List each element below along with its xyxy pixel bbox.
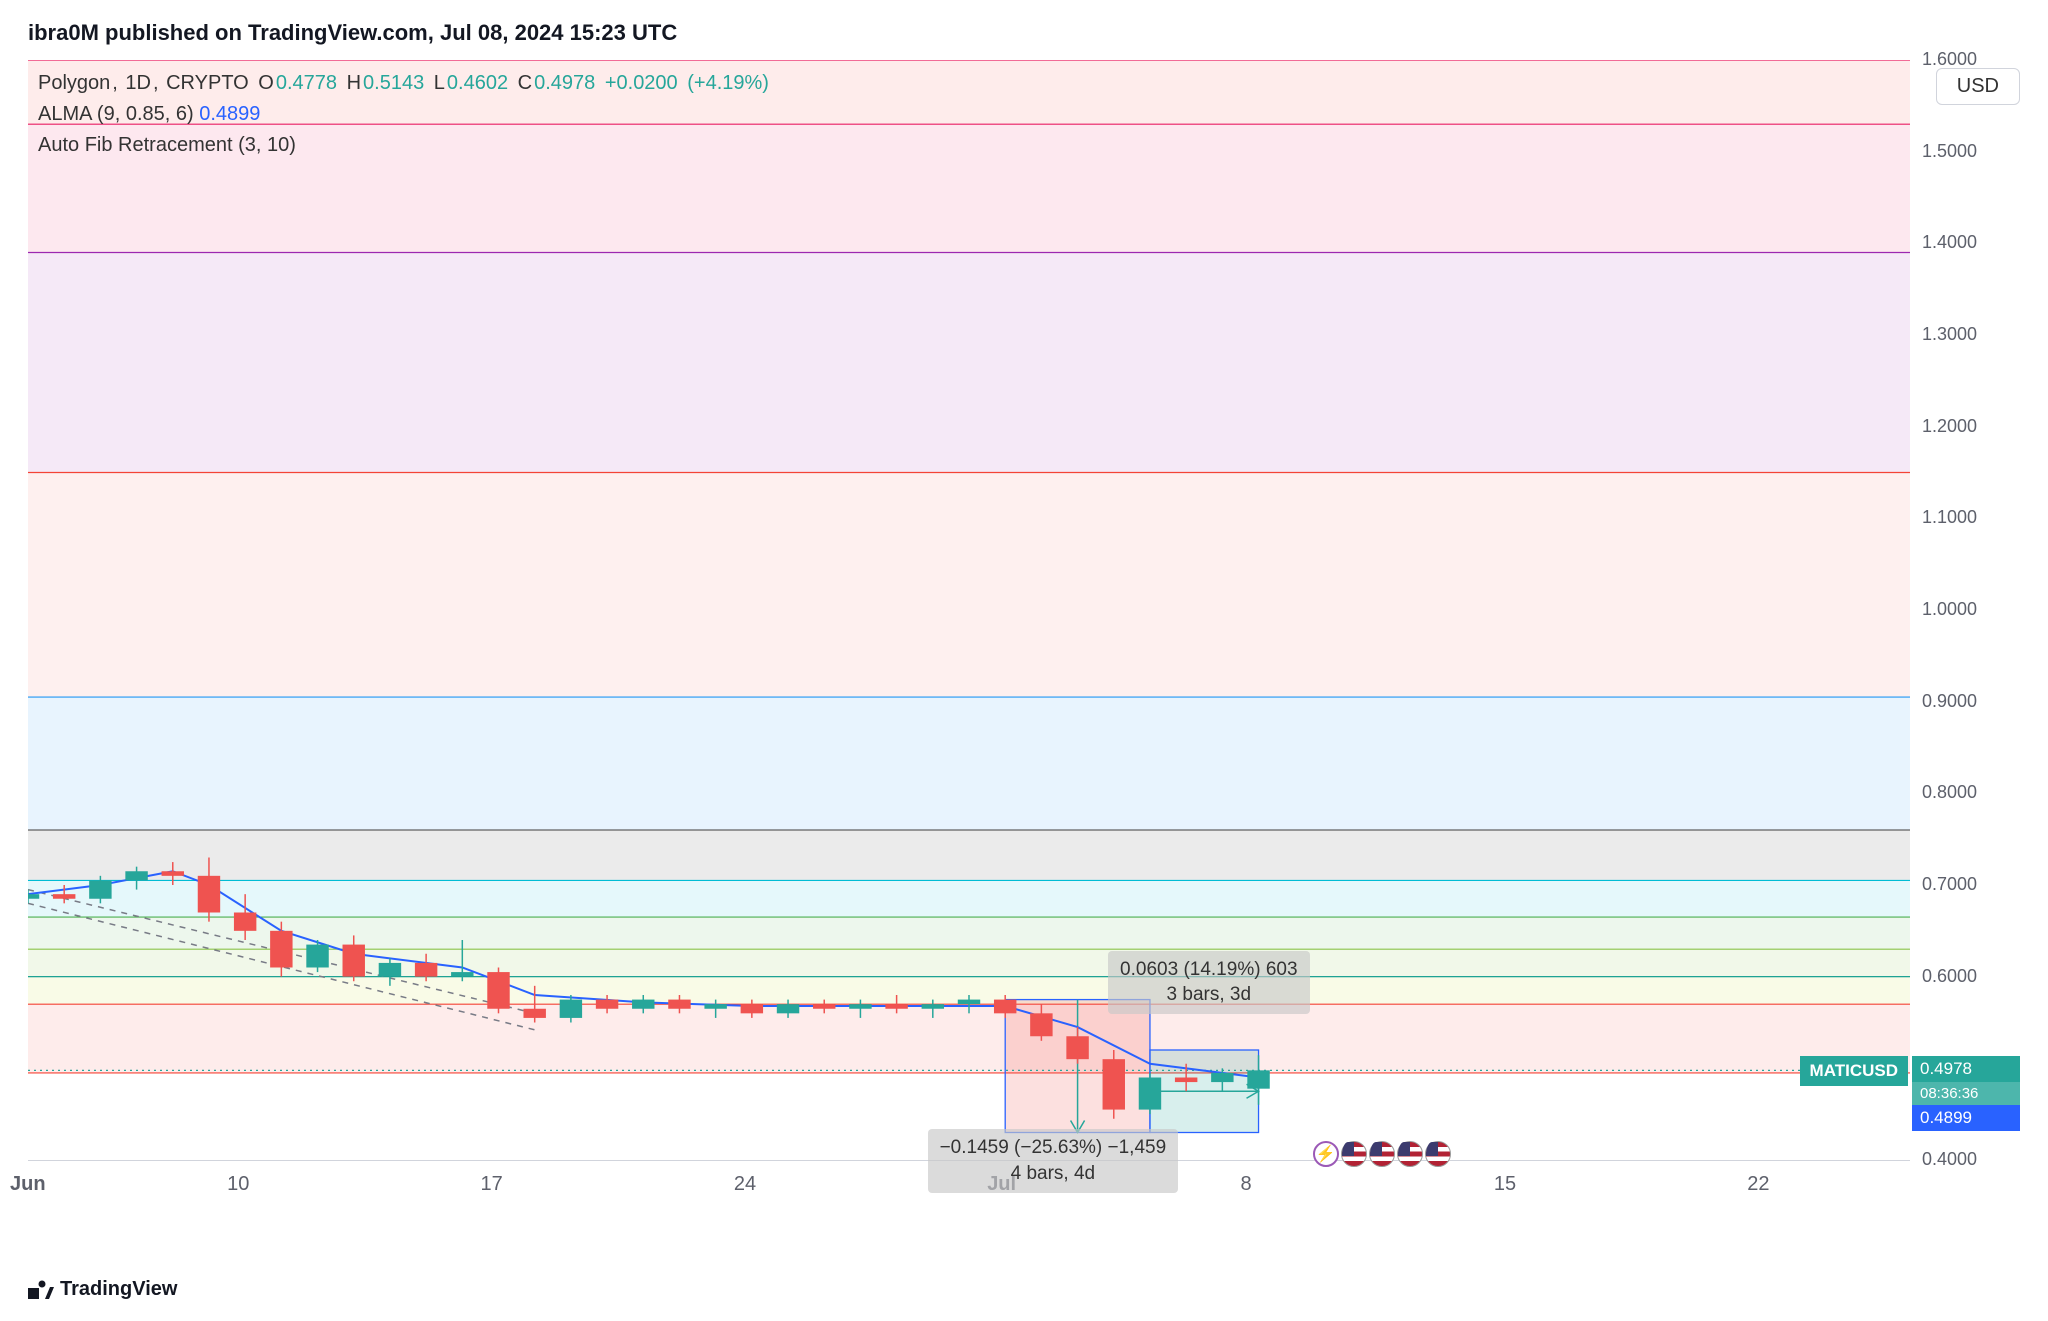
author: ibra0M xyxy=(28,20,99,45)
symbol-price-tag: MATICUSD xyxy=(1800,1056,1908,1086)
symbol-name[interactable]: Polygon xyxy=(38,72,110,94)
publish-meta: ibra0M published on TradingView.com, Jul… xyxy=(28,20,2020,46)
lightning-icon[interactable]: ⚡ xyxy=(1313,1141,1339,1167)
y-tick: 0.9000 xyxy=(1922,691,1977,712)
x-tick: Jun xyxy=(10,1173,46,1196)
y-tick: 1.1000 xyxy=(1922,507,1977,528)
x-tick: 10 xyxy=(227,1173,249,1196)
price-axis-tag: 0.4899 xyxy=(1912,1105,2020,1131)
y-tick: 1.2000 xyxy=(1922,416,1977,437)
us-flag-icon[interactable] xyxy=(1425,1141,1451,1167)
y-tick: 1.4000 xyxy=(1922,232,1977,253)
measurement-label: 0.0603 (14.19%) 6033 bars, 3d xyxy=(1108,951,1309,1014)
y-tick: 0.4000 xyxy=(1922,1149,1977,1170)
price-axis-tag: 0.4978 xyxy=(1912,1056,2020,1082)
y-tick: 0.6000 xyxy=(1922,966,1977,987)
y-tick: 0.7000 xyxy=(1922,874,1977,895)
x-tick: 8 xyxy=(1241,1173,1252,1196)
y-tick: 0.8000 xyxy=(1922,782,1977,803)
x-tick: 17 xyxy=(481,1173,503,1196)
indicator-fib[interactable]: Auto Fib Retracement xyxy=(38,134,233,156)
y-tick: 1.3000 xyxy=(1922,324,1977,345)
chart-plot-area[interactable]: 0.0603 (14.19%) 6033 bars, 3d−0.1459 (−2… xyxy=(28,60,1910,1160)
tradingview-logo[interactable]: TradingView xyxy=(28,1278,177,1301)
y-axis[interactable]: 1.60001.50001.40001.30001.20001.10001.00… xyxy=(1910,60,2020,1160)
us-flag-icon[interactable] xyxy=(1369,1141,1395,1167)
indicator-alma[interactable]: ALMA xyxy=(38,103,91,125)
y-tick: 1.6000 xyxy=(1922,49,1977,70)
currency-badge[interactable]: USD xyxy=(1936,68,2020,105)
exchange: CRYPTO xyxy=(166,72,249,94)
x-tick: 22 xyxy=(1747,1173,1769,1196)
chart-wrapper: Polygon, 1D, CRYPTO O0.4778 H0.5143 L0.4… xyxy=(28,60,2020,1210)
us-flag-icon[interactable] xyxy=(1397,1141,1423,1167)
us-flag-icon[interactable] xyxy=(1341,1141,1367,1167)
x-tick: 15 xyxy=(1494,1173,1516,1196)
price-axis-tag: 08:36:36 xyxy=(1912,1082,2020,1105)
x-tick: 24 xyxy=(734,1173,756,1196)
interval[interactable]: 1D xyxy=(125,72,151,94)
chart-svg xyxy=(28,60,1910,1160)
y-tick: 1.0000 xyxy=(1922,599,1977,620)
y-tick: 1.5000 xyxy=(1922,141,1977,162)
chart-legend: Polygon, 1D, CRYPTO O0.4778 H0.5143 L0.4… xyxy=(38,68,771,161)
measurement-label: −0.1459 (−25.63%) −1,4594 bars, 4d xyxy=(928,1129,1179,1192)
event-flag-icons[interactable]: ⚡ xyxy=(1313,1141,1451,1167)
